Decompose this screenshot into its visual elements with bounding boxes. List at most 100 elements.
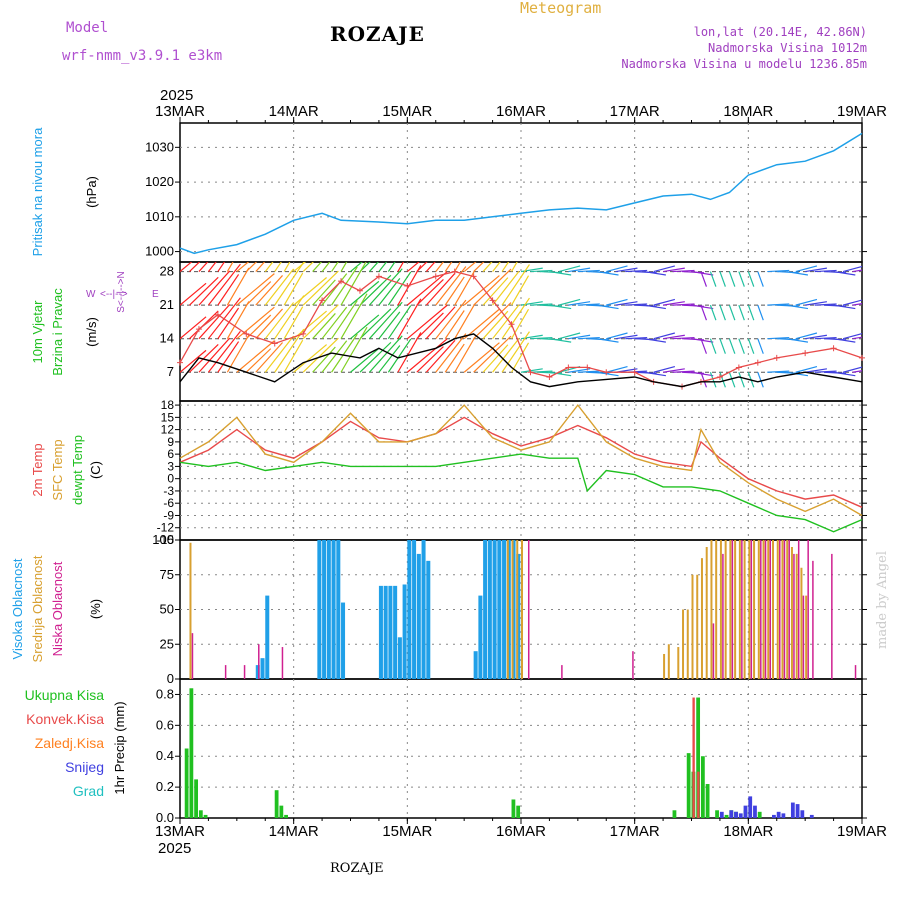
high-cloud-bar: [322, 540, 327, 679]
wind-arrow: [625, 269, 648, 273]
wind-arrow: [852, 269, 862, 273]
wind-arrow: [596, 270, 619, 276]
total-precip-bar: [189, 688, 194, 818]
wind-arrow: [805, 301, 827, 306]
wind-arrow: [501, 264, 530, 306]
wind-arrow: [833, 270, 856, 276]
high-cloud-bar: [378, 585, 383, 679]
high-cloud-bar: [502, 540, 507, 679]
y-tick-label: 75: [160, 567, 174, 582]
wind-arrow: [264, 302, 295, 340]
wind-arrow: [416, 279, 444, 306]
snow-bar: [743, 805, 748, 818]
snow-bar: [772, 814, 776, 818]
y-tick-label: 28: [160, 264, 174, 279]
wind-arrow: [672, 269, 695, 273]
wind-arrow: [672, 303, 695, 306]
wind-arrow: [331, 262, 339, 272]
y-tick-label: 0: [167, 472, 174, 486]
wind-arrow: [217, 341, 240, 373]
meteogram-label: Meteogram: [520, 0, 602, 17]
high-cloud-bar: [326, 540, 331, 679]
wind-arrow: [416, 346, 444, 373]
wind-arrow: [644, 270, 666, 276]
wind-arrow: [577, 336, 600, 340]
wind-arrow: [615, 301, 638, 306]
wind-arrow: [312, 262, 323, 272]
wind-arrow: [350, 314, 380, 340]
wind-arrow: [568, 334, 591, 340]
wind-arrow: [558, 298, 581, 306]
wind-arrow: [217, 307, 240, 340]
high-cloud-bar: [506, 540, 511, 679]
wind-arrow: [416, 312, 444, 340]
gust-marker: [404, 282, 411, 289]
x-tick-label-bottom: 13MAR: [155, 823, 205, 840]
wind-arrow: [425, 306, 456, 340]
wind-arrow: [236, 340, 275, 373]
wind-arrow: [767, 303, 790, 306]
wind-arrow: [368, 335, 403, 373]
gust-marker: [802, 350, 809, 357]
wind-arrow: [321, 273, 348, 306]
high-cloud-bar: [412, 540, 417, 679]
wind-arrow: [321, 262, 331, 272]
wind-arrow: [302, 304, 339, 340]
y-tick-label: 100: [152, 532, 174, 547]
wind-arrow: [180, 282, 207, 306]
wind-arrow: [709, 338, 717, 354]
y-tick-label: -9: [163, 508, 174, 522]
total-precip-bar: [279, 805, 284, 818]
wind-arrow: [340, 262, 367, 306]
wind-arrow: [283, 306, 304, 339]
total-precip-bar: [198, 810, 203, 818]
snow-bar: [809, 814, 814, 818]
mid-cloud-label: Srednja Oblacnost: [30, 555, 45, 662]
wind-arrow: [653, 298, 676, 306]
wind-arrow: [463, 308, 500, 340]
y-tick-label: 7: [167, 364, 174, 379]
wind-arrow: [274, 328, 305, 373]
snow-bar: [776, 811, 781, 818]
wind-arrow: [245, 262, 258, 273]
wind-arrow: [236, 262, 250, 273]
high-cloud-bar: [497, 540, 502, 679]
wind-arrow: [359, 274, 392, 306]
y-tick-label: 0.0: [156, 810, 174, 825]
snow-bar: [719, 811, 724, 818]
dewpoint-line: [179, 453, 863, 533]
wind-arrow: [435, 262, 445, 272]
panel-frame: [179, 122, 863, 263]
wind-arrow: [511, 262, 518, 272]
wind-arrow: [662, 301, 685, 306]
wind-arrow: [473, 335, 512, 373]
lonlat-label: lon,lat (20.14E, 42.86N): [693, 25, 867, 39]
wind-arrow: [501, 331, 530, 373]
dewpoint-label: dewpt Temp: [70, 435, 85, 505]
wind-arrow: [644, 304, 666, 310]
high-cloud-bar: [317, 540, 322, 679]
wind-arrow: [226, 262, 234, 272]
wind-arrow: [226, 301, 250, 339]
wind-arrow: [226, 334, 250, 373]
wind-arrow: [511, 275, 530, 306]
wind-arrow: [368, 268, 403, 306]
wind-arrow: [805, 368, 827, 373]
gust-line: [179, 270, 863, 388]
y-tick-label: 0: [167, 671, 174, 686]
wind-arrow: [397, 298, 422, 339]
wind-arrow: [416, 262, 428, 273]
wind-arrow: [530, 370, 553, 373]
pressure-unit: (hPa): [84, 176, 99, 208]
y-tick-label: 1020: [145, 174, 174, 189]
wind-arrow: [378, 311, 401, 340]
wind-arrow: [245, 281, 272, 306]
conv-precip-bar: [697, 771, 700, 818]
wind-arrow: [615, 334, 638, 340]
wind-arrow: [662, 334, 685, 340]
wind-arrow: [350, 280, 380, 306]
wind-arrow: [473, 302, 512, 340]
wind-arrow: [520, 368, 543, 373]
